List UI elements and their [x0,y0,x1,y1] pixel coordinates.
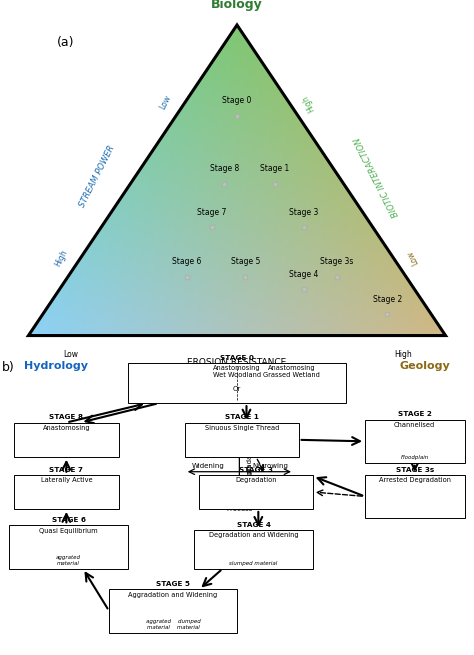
Text: Narrowing: Narrowing [252,462,288,469]
Text: Stage 4: Stage 4 [289,270,319,279]
FancyBboxPatch shape [14,422,118,457]
Text: Arrested Degradation: Arrested Degradation [379,477,451,483]
Text: Anastomosing: Anastomosing [43,425,90,431]
FancyBboxPatch shape [194,530,313,569]
Text: STAGE 0: STAGE 0 [220,355,254,361]
Text: BIOTIC INTERACTION: BIOTIC INTERACTION [353,136,401,218]
Text: High: High [394,350,412,359]
Text: STAGE 6: STAGE 6 [52,517,86,523]
Text: STAGE 7: STAGE 7 [49,466,83,473]
Text: Stage 0: Stage 0 [222,96,252,105]
Text: Sinuous Single Thread: Sinuous Single Thread [205,425,279,431]
Text: Low: Low [405,249,420,267]
Text: Aggradation and Widening: Aggradation and Widening [128,592,218,598]
Text: High: High [300,92,316,113]
Text: Low: Low [158,94,173,111]
FancyBboxPatch shape [185,422,299,457]
Text: STAGE 3: STAGE 3 [239,466,273,473]
Text: Stage 8: Stage 8 [210,164,239,173]
Text: Geology: Geology [400,360,450,371]
Text: Degradation and Widening: Degradation and Widening [209,533,299,538]
Text: (a): (a) [57,35,74,48]
FancyBboxPatch shape [9,525,128,569]
Text: Hydrology: Hydrology [24,360,88,371]
Text: Or: Or [233,386,241,392]
Text: slumped material: slumped material [229,561,278,566]
Text: Quasi Equilibrium: Quasi Equilibrium [39,528,98,534]
Text: STAGE 8: STAGE 8 [49,415,83,421]
Text: Biology: Biology [211,0,263,10]
Text: b): b) [2,362,15,375]
FancyBboxPatch shape [365,475,465,518]
Text: Laterally Active: Laterally Active [41,477,92,483]
Text: Stage 5: Stage 5 [231,257,260,267]
Text: Stage 6: Stage 6 [172,257,201,267]
FancyBboxPatch shape [128,363,346,403]
Text: STAGE 5: STAGE 5 [156,582,190,588]
Text: Anastomosing
Wet Woodland: Anastomosing Wet Woodland [213,365,261,379]
Text: aggrated    dumped
material    material: aggrated dumped material material [146,620,201,630]
Text: Stage 1: Stage 1 [260,164,289,173]
Text: aggrated
material: aggrated material [56,555,81,566]
Text: Widening: Widening [192,462,225,469]
Text: Stage 3: Stage 3 [289,208,319,217]
Text: Dominant
Process: Dominant Process [222,498,256,512]
Text: STAGE 2: STAGE 2 [398,411,432,417]
Text: STREAM POWER: STREAM POWER [78,144,117,209]
Text: Floodplain: Floodplain [401,455,429,460]
Text: Stage 2: Stage 2 [373,295,402,303]
Text: Degradation: Degradation [246,464,253,507]
Text: Stage 7: Stage 7 [197,208,227,217]
Text: Aggradation: Aggradation [246,440,253,483]
FancyBboxPatch shape [199,475,313,509]
Text: High: High [54,248,70,268]
FancyBboxPatch shape [109,590,237,633]
Text: STAGE 3s: STAGE 3s [396,466,434,473]
Text: Stage 3s: Stage 3s [320,257,354,267]
FancyBboxPatch shape [14,475,118,509]
Text: Low: Low [64,350,79,359]
Text: Degradation: Degradation [235,477,277,483]
Text: Channelised: Channelised [394,422,436,428]
FancyBboxPatch shape [365,420,465,463]
Text: STAGE 1: STAGE 1 [225,415,259,421]
Text: STAGE 4: STAGE 4 [237,522,271,528]
Text: Anastomosing
Grassed Wetland: Anastomosing Grassed Wetland [263,365,320,379]
Text: EROSION RESISTANCE: EROSION RESISTANCE [187,358,287,367]
